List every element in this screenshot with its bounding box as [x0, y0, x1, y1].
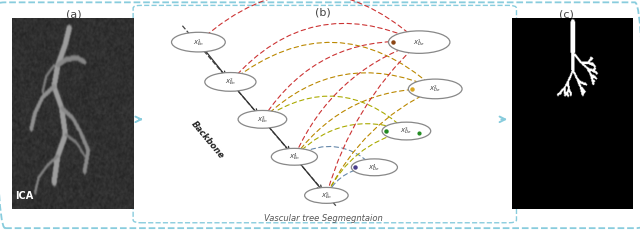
Text: $X^4_{De}$: $X^4_{De}$	[369, 162, 380, 173]
Circle shape	[351, 159, 397, 176]
Circle shape	[205, 73, 256, 91]
Text: (b): (b)	[316, 7, 331, 17]
Circle shape	[271, 148, 317, 165]
Text: $X^2_{En}$: $X^2_{En}$	[225, 77, 236, 87]
Text: $X^3_{En}$: $X^3_{En}$	[257, 114, 268, 125]
Text: ICA: ICA	[15, 191, 33, 201]
Text: $X^4_{En}$: $X^4_{En}$	[289, 151, 300, 162]
Circle shape	[172, 32, 225, 52]
Text: (a): (a)	[66, 9, 81, 19]
Text: $X^1_{De}$: $X^1_{De}$	[413, 37, 425, 48]
Circle shape	[238, 110, 287, 128]
Circle shape	[408, 79, 462, 99]
Text: Vascular tree Segmegntaion: Vascular tree Segmegntaion	[264, 214, 383, 223]
Text: $X^3_{De}$: $X^3_{De}$	[401, 126, 412, 136]
Circle shape	[388, 31, 450, 53]
Text: (c): (c)	[559, 9, 574, 19]
Circle shape	[382, 122, 431, 140]
Circle shape	[305, 187, 348, 203]
Text: $X^1_{En}$: $X^1_{En}$	[193, 37, 204, 48]
Text: $X^2_{De}$: $X^2_{De}$	[429, 84, 441, 94]
Text: Backbone: Backbone	[190, 120, 226, 161]
Text: $X^5_{En}$: $X^5_{En}$	[321, 190, 332, 201]
